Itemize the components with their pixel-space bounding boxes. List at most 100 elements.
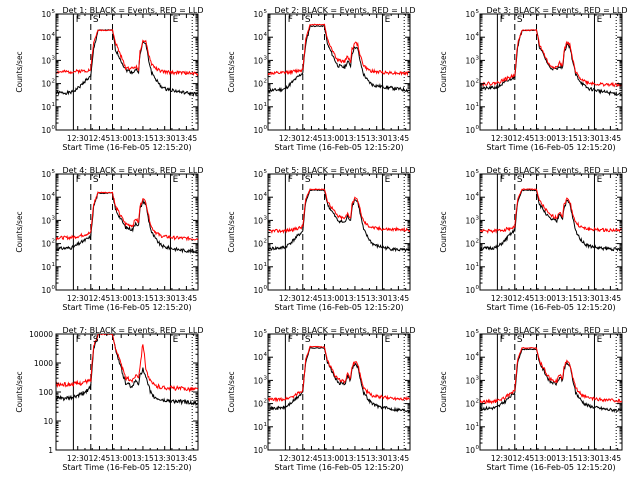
y-tick-label: 10	[41, 10, 51, 19]
y-tick-label: 10	[41, 193, 51, 202]
x-axis-label: Start Time (16-Feb-05 12:15:20)	[62, 463, 191, 472]
x-axis-label: Start Time (16-Feb-05 12:15:20)	[486, 303, 615, 312]
y-axis-label: Counts/sec	[439, 51, 448, 92]
y-tick-exponent: 4	[476, 192, 480, 198]
series-line-events	[480, 189, 622, 252]
plot-data-area	[480, 334, 622, 450]
x-tick-label: 13:30	[578, 294, 600, 303]
y-tick-label: 10	[253, 423, 263, 432]
x-tick-label: 13:45	[388, 294, 410, 303]
marker-label-s: S	[305, 335, 311, 345]
series-line-lld	[56, 334, 198, 393]
y-tick-exponent: 0	[476, 125, 480, 131]
y-tick-label: 10	[41, 240, 51, 249]
x-tick-label: 13:15	[344, 294, 366, 303]
y-tick-label: 10	[465, 446, 475, 455]
y-tick-label: 10	[253, 286, 263, 295]
y-tick-label: 10	[465, 193, 475, 202]
series-line-events	[480, 348, 622, 413]
y-tick-exponent: 3	[52, 215, 56, 221]
plot-data-area	[480, 174, 622, 290]
panel-title: Det 7: BLACK = Events, RED = LLD	[63, 326, 204, 335]
x-tick-label: 13:15	[132, 134, 154, 143]
series-line-lld	[268, 23, 410, 77]
y-tick-label: 10	[41, 263, 51, 272]
series-line-lld	[480, 346, 622, 405]
y-tick-label: 10	[253, 33, 263, 42]
x-tick-label: 12:45	[89, 294, 111, 303]
plot-data-area	[56, 14, 198, 130]
x-axis-label: Start Time (16-Feb-05 12:15:20)	[62, 303, 191, 312]
y-tick-exponent: 1	[476, 102, 480, 108]
y-tick-label: 10	[465, 263, 475, 272]
marker-label-f: F	[500, 335, 505, 345]
y-tick-label: 10	[253, 263, 263, 272]
x-axis-label: Start Time (16-Feb-05 12:15:20)	[274, 463, 403, 472]
plot-data-area	[56, 174, 198, 290]
y-tick-exponent: 3	[264, 215, 268, 221]
marker-label-s: S	[305, 15, 311, 25]
y-tick-exponent: 1	[52, 102, 56, 108]
x-tick-label: 13:15	[132, 454, 154, 463]
y-tick-exponent: 0	[264, 445, 268, 451]
y-tick-exponent: 4	[264, 352, 268, 358]
marker-label-f: F	[76, 175, 81, 185]
x-tick-label: 13:00	[322, 294, 344, 303]
x-tick-label: 13:45	[600, 134, 622, 143]
y-tick-label: 10	[43, 417, 53, 426]
y-tick-label: 10	[465, 353, 475, 362]
y-tick-exponent: 3	[476, 215, 480, 221]
y-tick-exponent: 5	[476, 9, 480, 15]
plot-frame	[479, 333, 623, 451]
y-axis-label: Counts/sec	[227, 211, 236, 252]
series-line-events	[56, 334, 198, 406]
y-tick-label: 10	[41, 216, 51, 225]
x-axis-label: Start Time (16-Feb-05 12:15:20)	[486, 143, 615, 152]
y-tick-label: 10	[41, 286, 51, 295]
plot-frame	[267, 333, 411, 451]
y-tick-label: 1	[48, 446, 53, 455]
y-tick-label: 10	[465, 33, 475, 42]
panel-title: Det 8: BLACK = Events, RED = LLD	[275, 326, 416, 335]
marker-label-e: E	[597, 15, 603, 25]
y-tick-label: 10	[253, 10, 263, 19]
series-line-lld	[56, 191, 198, 242]
x-tick-label: 12:30	[67, 294, 89, 303]
y-tick-label: 10	[465, 240, 475, 249]
plot-data-area	[268, 14, 410, 130]
x-tick-label: 12:30	[67, 454, 89, 463]
x-tick-label: 13:30	[578, 454, 600, 463]
y-tick-label: 10	[465, 216, 475, 225]
panel-title: Det 9: BLACK = Events, RED = LLD	[487, 326, 628, 335]
x-tick-label: 12:45	[89, 134, 111, 143]
y-tick-label: 10	[465, 376, 475, 385]
y-axis-label: Counts/sec	[15, 211, 24, 252]
x-tick-label: 13:30	[154, 134, 176, 143]
y-tick-label: 10	[41, 33, 51, 42]
y-tick-label: 10	[465, 330, 475, 339]
plot-frame	[479, 13, 623, 131]
y-tick-label: 10	[253, 126, 263, 135]
x-tick-label: 13:15	[556, 294, 578, 303]
y-tick-exponent: 1	[264, 422, 268, 428]
x-tick-label: 13:00	[110, 454, 132, 463]
marker-label-e: E	[385, 15, 391, 25]
y-tick-label: 1000	[34, 359, 53, 368]
x-tick-label: 12:30	[279, 454, 301, 463]
y-tick-exponent: 3	[476, 375, 480, 381]
marker-label-e: E	[173, 335, 179, 345]
y-axis-label: Counts/sec	[15, 371, 24, 412]
y-tick-label: 10	[253, 400, 263, 409]
y-axis-label: Counts/sec	[15, 51, 24, 92]
x-tick-label: 12:45	[301, 454, 323, 463]
x-tick-label: 12:45	[301, 134, 323, 143]
panel-title: Det 2: BLACK = Events, RED = LLD	[275, 6, 416, 15]
panel-title: Det 1: BLACK = Events, RED = LLD	[63, 6, 204, 15]
plot-frame	[55, 173, 199, 291]
marker-label-f: F	[500, 175, 505, 185]
